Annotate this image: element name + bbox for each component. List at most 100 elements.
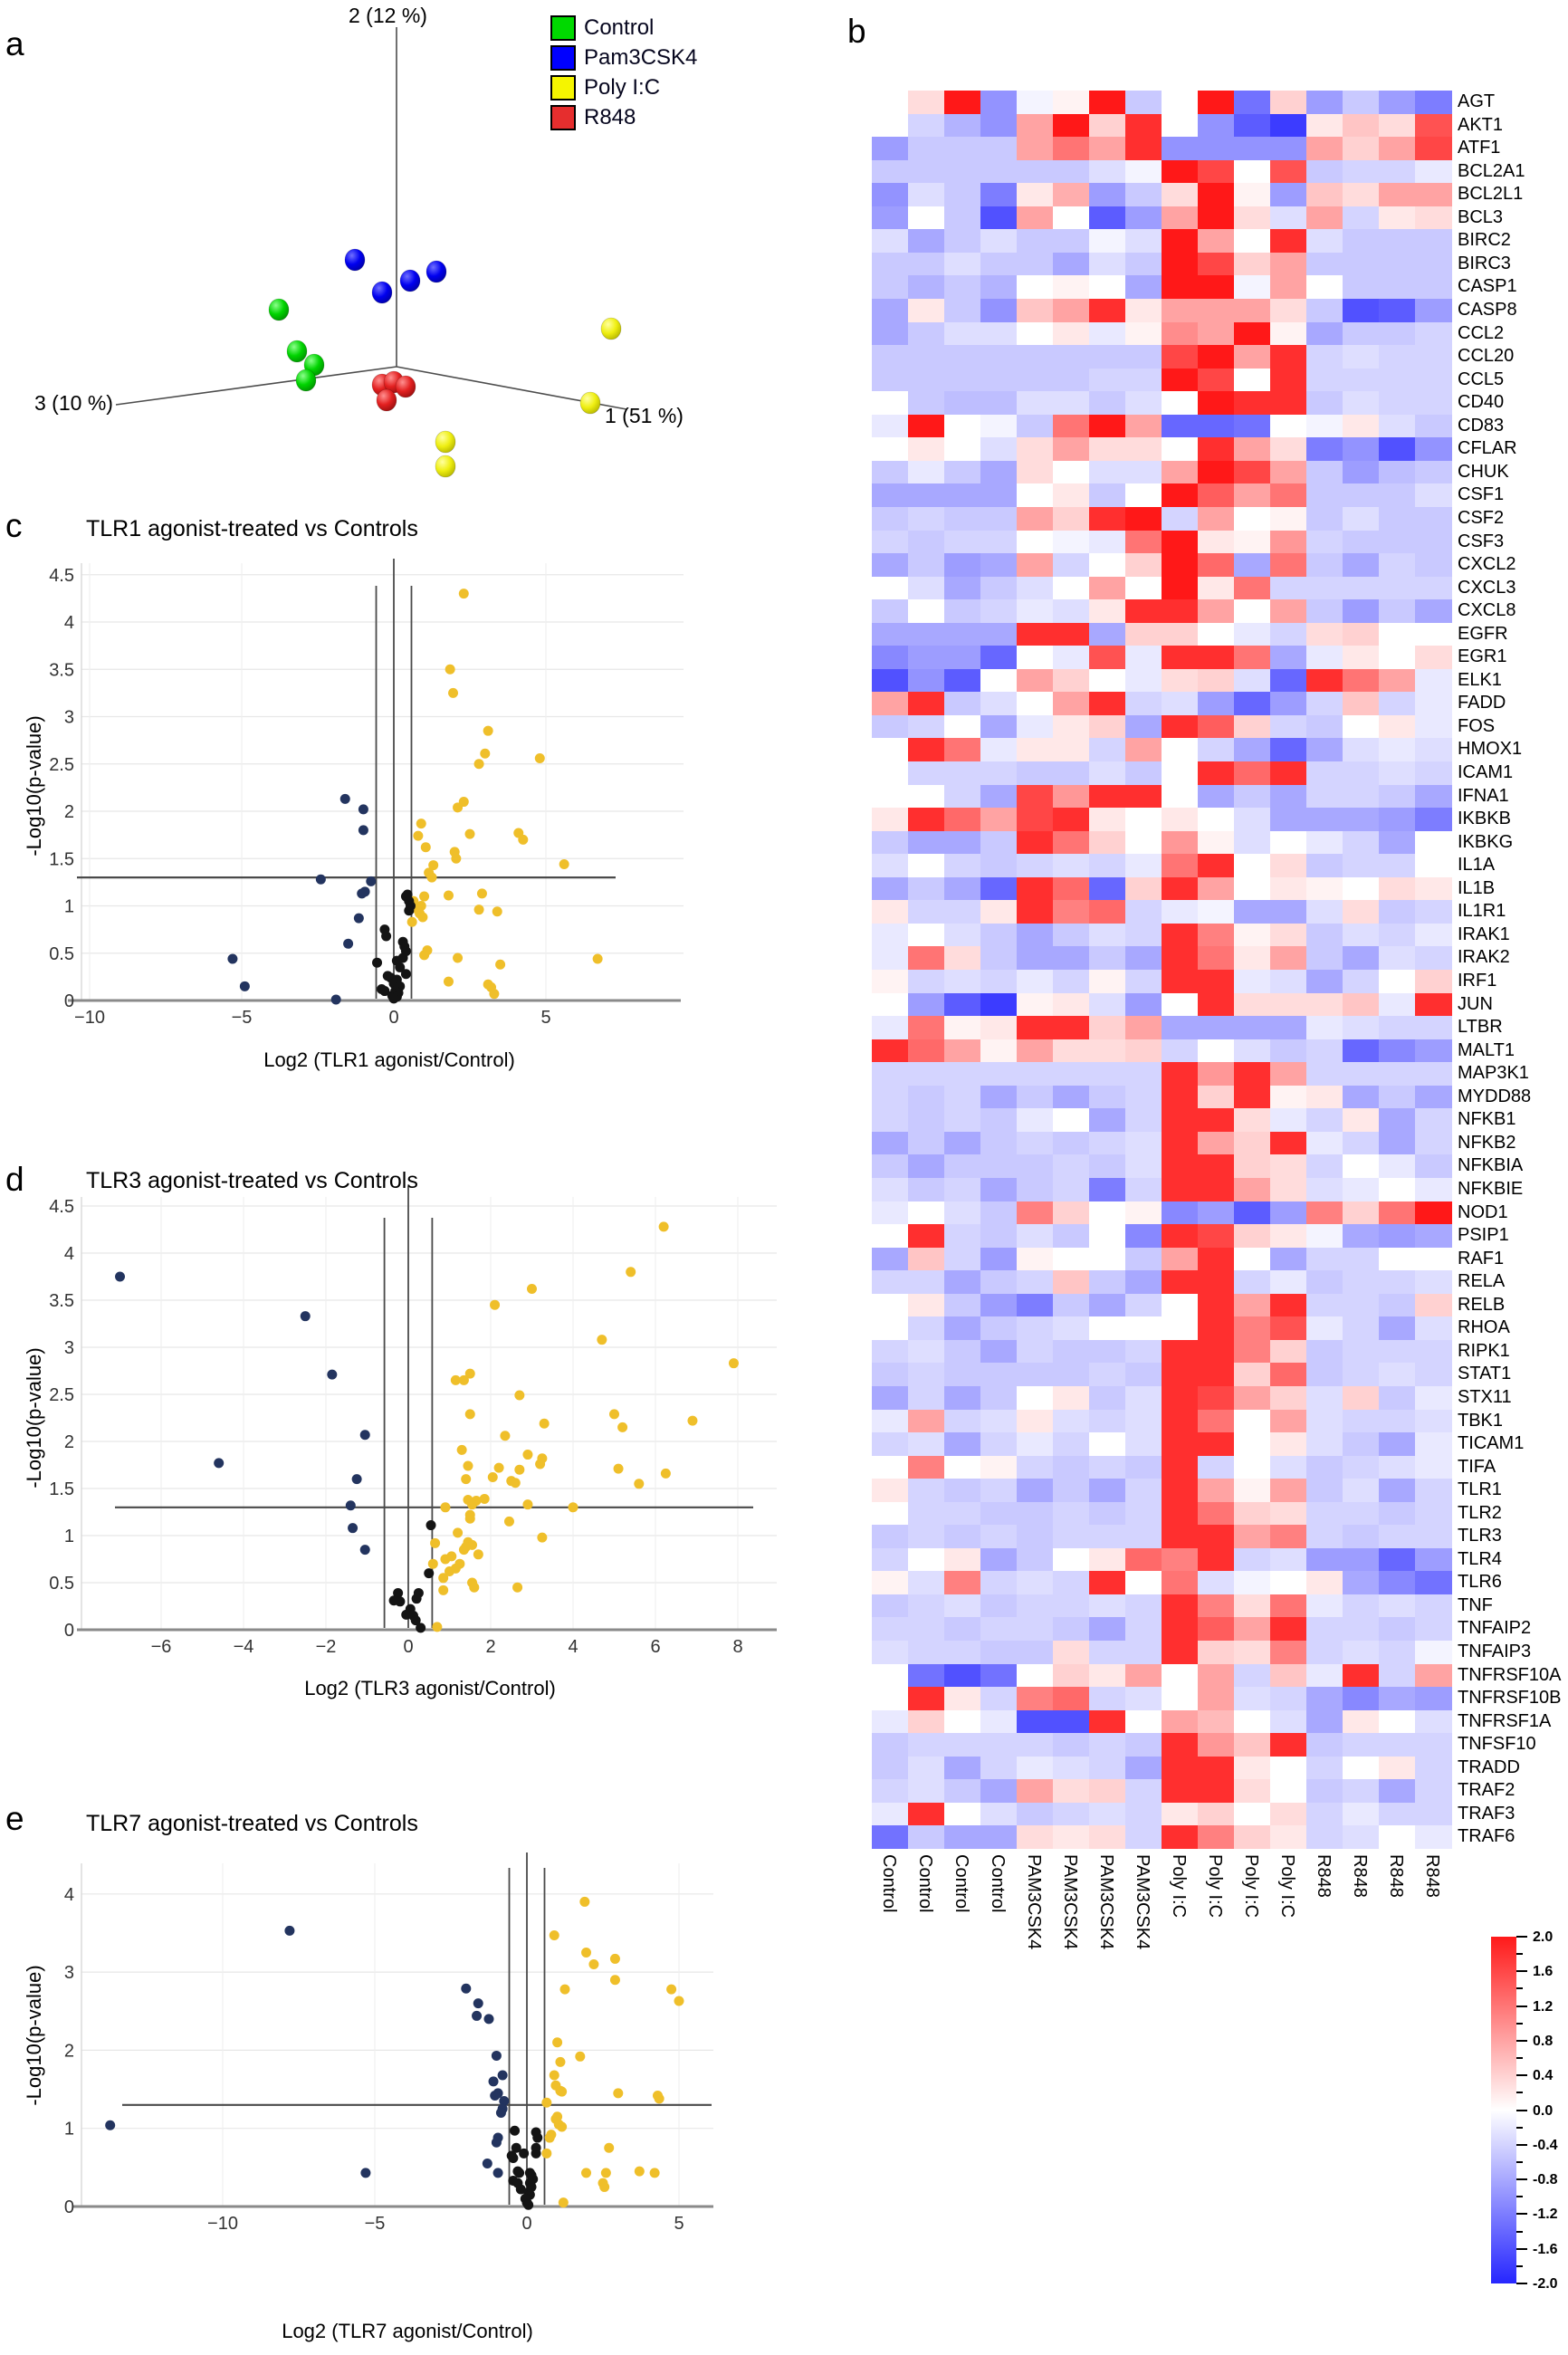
- heatmap-cell: [1089, 229, 1126, 254]
- heatmap-cell: [1053, 1224, 1090, 1249]
- heatmap-cell: [872, 1547, 909, 1572]
- heatmap-cell: [1343, 646, 1380, 670]
- heatmap-cell: [1379, 1825, 1416, 1850]
- y-tick-label: 0: [64, 2197, 74, 2217]
- heatmap-cell: [908, 1085, 945, 1109]
- heatmap-cell: [980, 1825, 1018, 1850]
- data-point-up: [464, 1513, 475, 1524]
- data-point-down: [495, 2107, 506, 2118]
- heatmap-cell: [1415, 646, 1452, 670]
- heatmap-cell: [1379, 992, 1416, 1017]
- heatmap-cell: [1270, 1733, 1307, 1757]
- heatmap-cell: [908, 437, 945, 462]
- heatmap-cell: [1379, 830, 1416, 855]
- data-point-down: [330, 994, 341, 1005]
- heatmap-cell: [1017, 1571, 1054, 1595]
- heatmap-cell: [1053, 183, 1090, 207]
- heatmap-cell: [1343, 506, 1380, 531]
- heatmap-cell: [1343, 1802, 1380, 1826]
- heatmap-cell: [944, 1385, 981, 1410]
- heatmap-cell: [944, 714, 981, 739]
- heatmap-cell: [908, 1709, 945, 1734]
- heatmap-cell: [944, 1617, 981, 1642]
- heatmap-cell: [944, 1432, 981, 1457]
- heatmap-cell: [1017, 298, 1054, 322]
- heatmap-cell: [1089, 1224, 1126, 1249]
- heatmap-cell: [1125, 368, 1162, 392]
- data-point-up: [453, 953, 464, 963]
- heatmap-cell: [1162, 1339, 1199, 1364]
- heatmap-cell: [872, 714, 909, 739]
- heatmap-cell: [1343, 854, 1380, 878]
- heatmap-cell: [872, 553, 909, 578]
- heatmap-cell: [1379, 599, 1416, 624]
- panel-label-a: a: [5, 25, 24, 62]
- heatmap-cell: [1089, 1571, 1126, 1595]
- heatmap-cell: [1162, 275, 1199, 300]
- heatmap-cell: [980, 183, 1018, 207]
- heatmap-cell: [980, 808, 1018, 832]
- gene-label: NOD1: [1458, 1201, 1508, 1222]
- y-tick-label: 3: [64, 1963, 74, 1983]
- heatmap-cell: [1198, 1663, 1235, 1688]
- data-point-up: [451, 853, 462, 864]
- heatmap-cell: [1053, 1779, 1090, 1804]
- heatmap-cell: [1415, 992, 1452, 1017]
- heatmap-cell: [1053, 1733, 1090, 1757]
- data-point-up: [428, 860, 439, 871]
- heatmap-cell: [1415, 553, 1452, 578]
- heatmap-cell: [1306, 1039, 1343, 1063]
- heatmap-cell: [1089, 808, 1126, 832]
- heatmap-cell: [1198, 506, 1235, 531]
- heatmap-cell: [1089, 460, 1126, 484]
- gene-label: CCL5: [1458, 369, 1505, 389]
- legend-swatch-control: [550, 15, 576, 41]
- heatmap-cell: [1017, 345, 1054, 369]
- heatmap-cell: [1343, 1293, 1380, 1317]
- heatmap-cell: [1343, 1247, 1380, 1271]
- heatmap-cell: [1198, 900, 1235, 924]
- heatmap-cell: [872, 298, 909, 322]
- heatmap-cell: [1089, 1709, 1126, 1734]
- heatmap-cell: [1017, 761, 1054, 786]
- heatmap-cell: [1270, 483, 1307, 508]
- gene-label: STAT1: [1458, 1364, 1512, 1384]
- heatmap-cell: [1234, 1479, 1271, 1503]
- heatmap-cell: [1053, 576, 1090, 600]
- heatmap-cell: [1270, 576, 1307, 600]
- legend-label: Poly I:C: [584, 75, 661, 100]
- data-point-up: [430, 1537, 441, 1548]
- heatmap-cell: [980, 345, 1018, 369]
- heatmap-cell: [1306, 900, 1343, 924]
- data-point-up: [609, 1409, 619, 1420]
- heatmap-cell: [1270, 437, 1307, 462]
- heatmap-cell: [1270, 506, 1307, 531]
- heatmap-cell: [1415, 1293, 1452, 1317]
- heatmap-cell: [1306, 1663, 1343, 1688]
- heatmap-cell: [1198, 1617, 1235, 1642]
- heatmap-cell: [908, 1525, 945, 1549]
- data-point-up: [609, 1975, 620, 1986]
- heatmap-cell: [908, 1270, 945, 1295]
- heatmap-cell: [1270, 159, 1307, 184]
- heatmap-cell: [1198, 1825, 1235, 1850]
- data-point-up: [518, 834, 529, 845]
- heatmap-cell: [1089, 692, 1126, 716]
- heatmap-cell: [980, 1201, 1018, 1225]
- heatmap-cell: [1306, 1016, 1343, 1040]
- heatmap-cell: [908, 622, 945, 646]
- heatmap-cell: [1053, 437, 1090, 462]
- heatmap-cell: [1306, 576, 1343, 600]
- data-point-ns: [395, 962, 406, 972]
- heatmap-cell: [1162, 738, 1199, 762]
- heatmap-cell: [1125, 1363, 1162, 1387]
- heatmap-cell: [1053, 1501, 1090, 1526]
- heatmap-cell: [944, 992, 981, 1017]
- heatmap-cell: [1234, 992, 1271, 1017]
- volcano-title-tlr1: TLR1 agonist-treated vs Controls: [86, 516, 418, 541]
- heatmap-cell: [1234, 530, 1271, 554]
- heatmap-cell: [944, 1363, 981, 1387]
- heatmap-cell: [872, 368, 909, 392]
- heatmap-cell: [1089, 1316, 1126, 1341]
- heatmap-cell: [1162, 1525, 1199, 1549]
